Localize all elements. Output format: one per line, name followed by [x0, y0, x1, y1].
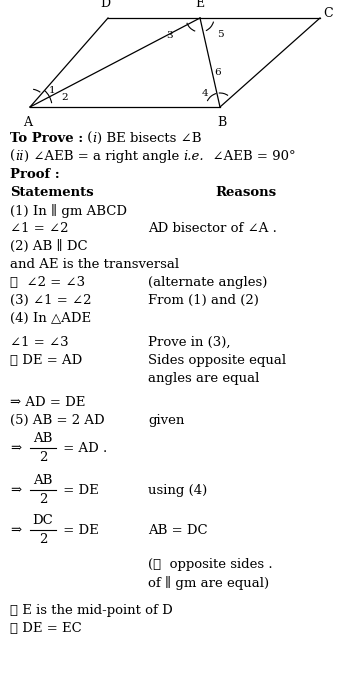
Text: 3: 3: [167, 30, 173, 39]
Text: ∴  ∠2 = ∠3: ∴ ∠2 = ∠3: [10, 276, 85, 289]
Text: angles are equal: angles are equal: [148, 372, 259, 385]
Text: ) ∠AEB = a right angle: ) ∠AEB = a right angle: [24, 150, 183, 163]
Text: (5) AB = 2 AD: (5) AB = 2 AD: [10, 414, 105, 427]
Text: C: C: [323, 6, 333, 19]
Text: To Prove :: To Prove :: [10, 132, 83, 145]
Text: (: (: [83, 132, 93, 145]
Text: AB: AB: [33, 474, 53, 487]
Text: and AE is the transversal: and AE is the transversal: [10, 258, 179, 271]
Text: AB = DC: AB = DC: [148, 524, 207, 536]
Text: Statements: Statements: [10, 186, 94, 199]
Text: Proof :: Proof :: [10, 168, 60, 181]
Text: (alternate angles): (alternate angles): [148, 276, 267, 289]
Text: ⇒: ⇒: [10, 524, 21, 536]
Text: (3) ∠1 = ∠2: (3) ∠1 = ∠2: [10, 294, 92, 307]
Text: ⇒: ⇒: [10, 442, 21, 455]
Text: AD bisector of ∠A .: AD bisector of ∠A .: [148, 222, 277, 235]
Text: (2) AB ∥ DC: (2) AB ∥ DC: [10, 240, 87, 253]
Text: i: i: [93, 132, 97, 145]
Text: 2: 2: [39, 451, 47, 464]
Text: ∴ DE = EC: ∴ DE = EC: [10, 622, 82, 635]
Text: ⇒ AD = DE: ⇒ AD = DE: [10, 396, 85, 409]
Text: E: E: [196, 0, 204, 10]
Text: B: B: [217, 116, 227, 129]
Text: A: A: [23, 116, 33, 129]
Text: = AD .: = AD .: [59, 442, 107, 455]
Text: 2: 2: [39, 493, 47, 506]
Text: 1: 1: [49, 86, 55, 95]
Text: i.e.: i.e.: [183, 150, 204, 163]
Text: of ∥ gm are equal): of ∥ gm are equal): [148, 576, 269, 590]
Text: using (4): using (4): [148, 484, 207, 497]
Text: (∴  opposite sides .: (∴ opposite sides .: [148, 558, 273, 571]
Text: D: D: [100, 0, 110, 10]
Text: = DE: = DE: [59, 524, 99, 536]
Text: Prove in (3),: Prove in (3),: [148, 336, 231, 349]
Text: (1) In ∥ gm ABCD: (1) In ∥ gm ABCD: [10, 204, 127, 218]
Text: 5: 5: [217, 30, 223, 39]
Text: 4: 4: [202, 88, 208, 97]
Text: AB: AB: [33, 432, 53, 445]
Text: (: (: [10, 150, 15, 163]
Text: ⇒: ⇒: [10, 484, 21, 497]
Text: ) BE bisects ∠B: ) BE bisects ∠B: [97, 132, 201, 145]
Text: 2: 2: [39, 533, 47, 546]
Text: given: given: [148, 414, 184, 427]
Text: ii: ii: [15, 150, 24, 163]
Text: DC: DC: [33, 514, 53, 527]
Text: ∴ E is the mid-point of D: ∴ E is the mid-point of D: [10, 604, 173, 617]
Text: ∠1 = ∠2: ∠1 = ∠2: [10, 222, 68, 235]
Text: 6: 6: [215, 68, 221, 77]
Text: 2: 2: [62, 93, 68, 102]
Text: (4) In △ADE: (4) In △ADE: [10, 312, 91, 325]
Text: = DE: = DE: [59, 484, 99, 497]
Text: From (1) and (2): From (1) and (2): [148, 294, 259, 307]
Text: Sides opposite equal: Sides opposite equal: [148, 354, 286, 367]
Text: Reasons: Reasons: [215, 186, 276, 199]
Text: ∴ DE = AD: ∴ DE = AD: [10, 354, 82, 367]
Text: ∠1 = ∠3: ∠1 = ∠3: [10, 336, 68, 349]
Text: ∠AEB = 90°: ∠AEB = 90°: [204, 150, 295, 163]
